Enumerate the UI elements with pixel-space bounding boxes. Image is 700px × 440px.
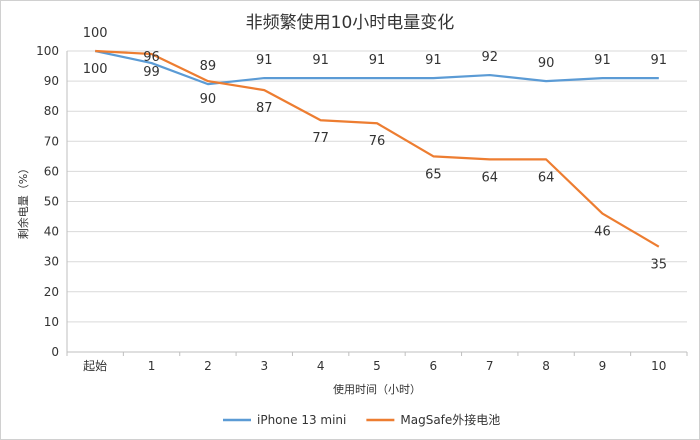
data-label: 99	[143, 65, 160, 80]
data-label: 65	[425, 167, 442, 182]
data-label: 91	[369, 53, 386, 68]
data-label: 91	[256, 53, 273, 68]
x-tick-label: 1	[148, 359, 156, 373]
data-label: 92	[481, 50, 498, 65]
y-tick-label: 100	[36, 44, 59, 58]
y-tick-label: 20	[44, 285, 59, 299]
data-label: 91	[651, 53, 668, 68]
y-axis-title: 剩余电量（%）	[16, 163, 30, 239]
data-labels: 100 89 91 91 91 91 92 90 91 91 100 99 90 87 77 76 65 64 64…	[83, 26, 667, 273]
y-tick-label: 80	[44, 104, 59, 118]
series-line-1	[95, 49, 660, 248]
y-tick-label: 10	[44, 315, 59, 329]
data-label: 96	[143, 50, 160, 65]
x-tick-label: 3	[260, 359, 268, 373]
data-label: 64	[538, 170, 555, 185]
data-label: 76	[369, 134, 386, 149]
data-label: 87	[256, 101, 273, 116]
x-tick-label: 2	[204, 359, 212, 373]
data-label: 46	[594, 225, 611, 240]
x-tick-label: 10	[651, 359, 666, 373]
data-label: 100	[83, 26, 108, 41]
data-label: 64	[481, 170, 498, 185]
x-tick-label: 6	[430, 359, 438, 373]
y-tick-label: 50	[44, 195, 59, 209]
y-tick-label: 40	[44, 225, 59, 239]
y-tick-label: 0	[51, 345, 59, 359]
data-label: 91	[425, 53, 442, 68]
data-label: 100	[83, 62, 108, 77]
legend-label: MagSafe外接电池	[400, 412, 500, 427]
legend-label: iPhone 13 mini	[257, 413, 346, 427]
x-tick-labels: 起始 1 2 3 4 5 6 7 8 9 10	[83, 359, 666, 373]
data-label: 77	[312, 131, 329, 146]
chart-title: 非频繁使用10小时电量变化	[246, 12, 455, 33]
y-tick-label: 90	[44, 74, 59, 88]
x-tick-label: 7	[486, 359, 494, 373]
y-tick-label: 30	[44, 255, 59, 269]
series-line-0	[94, 49, 659, 86]
x-axis-title: 使用时间（小时）	[333, 383, 421, 396]
y-tick-label: 70	[44, 134, 59, 148]
y-tick-label: 60	[44, 164, 59, 178]
data-label: 89	[200, 59, 217, 74]
x-tick-label: 4	[317, 359, 325, 373]
x-tick-label: 起始	[83, 359, 107, 373]
data-label: 90	[538, 56, 555, 71]
data-label: 91	[312, 53, 329, 68]
series-layer	[94, 49, 660, 248]
y-tick-labels: 0 10 20 30 40 50 60 70 80 90 100	[36, 44, 59, 359]
x-tick-label: 5	[373, 359, 381, 373]
data-label: 90	[200, 92, 217, 107]
data-label: 91	[594, 53, 611, 68]
legend: iPhone 13 mini MagSafe外接电池	[223, 412, 500, 427]
x-tick-label: 8	[542, 359, 550, 373]
x-tick-label: 9	[599, 359, 607, 373]
grid-layer	[66, 50, 688, 356]
data-label: 35	[651, 258, 668, 273]
